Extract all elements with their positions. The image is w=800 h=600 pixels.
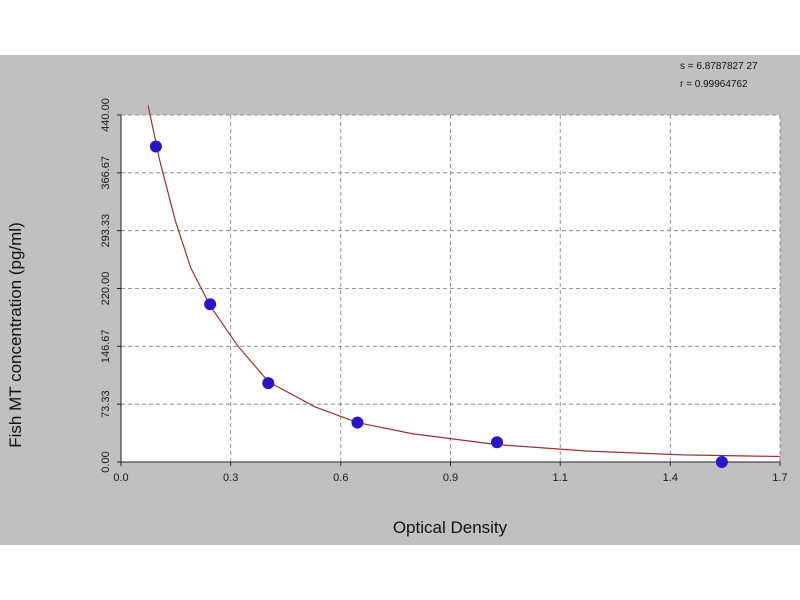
y-tick-label: 220.00 bbox=[100, 272, 112, 306]
fit-r-value: r = 0.99964762 bbox=[680, 79, 748, 90]
x-tick-label: 1.7 bbox=[772, 472, 787, 484]
grid bbox=[121, 114, 781, 462]
x-tick-label: 0.3 bbox=[223, 472, 238, 484]
x-tick-labels: 0.0 0.3 0.6 0.9 1.1 1.4 1.7 bbox=[113, 472, 787, 484]
x-axis-title: Optical Density bbox=[393, 518, 508, 537]
x-tick-label: 0.0 bbox=[113, 472, 128, 484]
data-point bbox=[149, 140, 162, 153]
x-tick-label: 1.1 bbox=[553, 472, 568, 484]
ticks bbox=[117, 114, 781, 466]
data-points bbox=[149, 140, 728, 468]
y-tick-label: 366.67 bbox=[100, 156, 112, 190]
y-axis-title: Fish MT concentration (pg/ml) bbox=[6, 222, 25, 447]
data-point bbox=[715, 456, 728, 468]
data-point bbox=[204, 298, 217, 311]
fit-s-value: s = 6.8787827 27 bbox=[680, 61, 758, 72]
y-tick-label: 146.67 bbox=[100, 330, 112, 364]
y-tick-label: 293.33 bbox=[100, 214, 112, 248]
y-tick-labels: 0.00 73.33 146.67 220.00 293.33 366.67 440.00 bbox=[100, 98, 112, 473]
y-tick-label: 0.00 bbox=[100, 451, 112, 472]
x-tick-label: 0.9 bbox=[443, 472, 458, 484]
x-tick-label: 0.6 bbox=[333, 472, 348, 484]
y-tick-label: 73.33 bbox=[100, 390, 112, 418]
data-point bbox=[262, 377, 275, 390]
fit-curve bbox=[147, 105, 780, 458]
x-tick-label: 1.4 bbox=[663, 472, 678, 484]
y-tick-label: 440.00 bbox=[100, 98, 112, 132]
data-point bbox=[351, 416, 364, 429]
data-point bbox=[491, 436, 504, 449]
chart-panel: 0.0 0.3 0.6 0.9 1.1 1.4 1.7 0.00 73.33 146.67 220… bbox=[0, 55, 800, 545]
chart-canvas: 0.0 0.3 0.6 0.9 1.1 1.4 1.7 0.00 73.33 146.67 220… bbox=[6, 61, 788, 537]
